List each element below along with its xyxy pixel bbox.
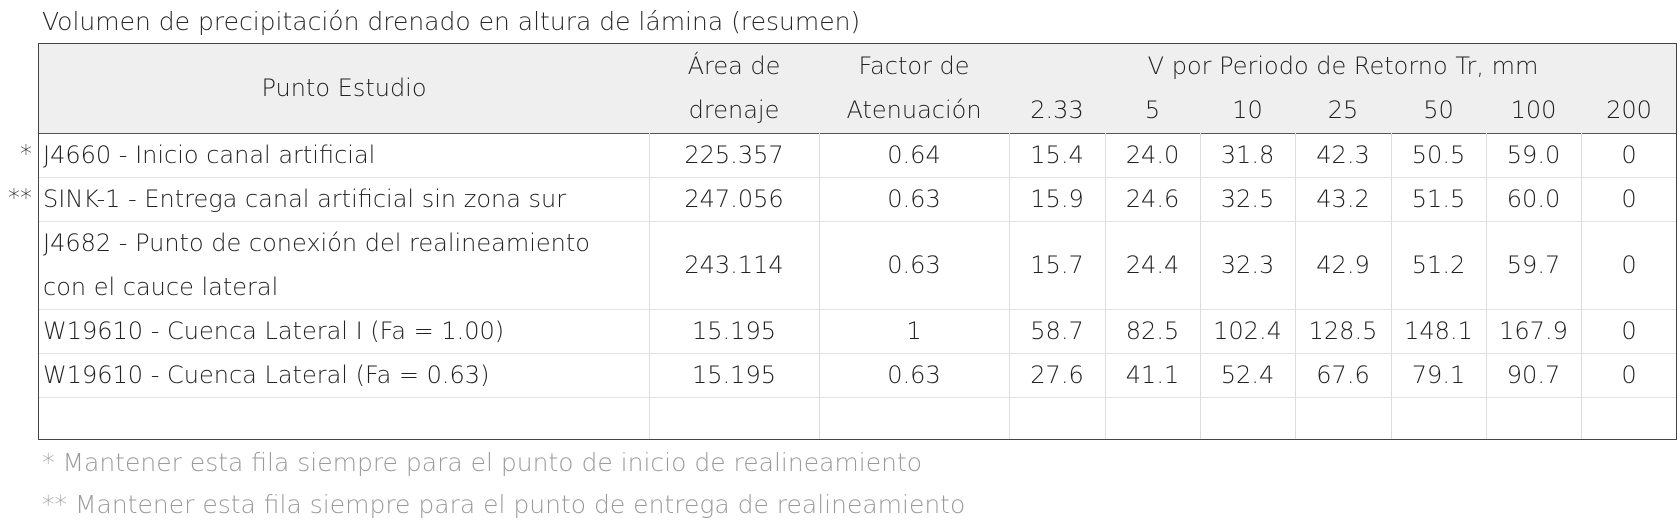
- row-v-5: 41.1: [1125, 361, 1180, 389]
- row-v-200: 0: [1621, 185, 1637, 213]
- header-band: [39, 44, 1676, 134]
- header-tr-5: 5: [1144, 96, 1161, 124]
- row-v-200: 0: [1621, 251, 1637, 279]
- data-table: Punto Estudio Área de drenaje Factor de …: [38, 43, 1677, 440]
- row-v-50: 51.2: [1411, 251, 1466, 279]
- row-v-2-33: 58.7: [1030, 317, 1084, 345]
- header-factor-line2: Atenuación: [846, 96, 982, 124]
- header-factor-line1: Factor de: [858, 52, 970, 80]
- header-punto: Punto Estudio: [261, 74, 427, 102]
- header-tr-25: 25: [1327, 96, 1359, 124]
- row-v-2-33: 15.4: [1030, 141, 1084, 169]
- header-tr-50: 50: [1423, 96, 1454, 124]
- row-v-10: 102.4: [1213, 317, 1282, 345]
- header-area-line1: Área de: [687, 52, 781, 80]
- row-v-10: 32.5: [1220, 185, 1275, 213]
- row-v-10: 52.4: [1220, 361, 1275, 389]
- footnote-inicio: * Mantener esta fila siempre para el pun…: [42, 448, 923, 477]
- header-tr-2-33: 2.33: [1030, 96, 1084, 124]
- row-marker: **: [8, 184, 32, 212]
- row-area: 225.357: [684, 141, 784, 169]
- row-v-5: 82.5: [1125, 317, 1180, 345]
- row-v-25: 42.9: [1316, 251, 1370, 279]
- row-v-100: 90.7: [1506, 361, 1561, 389]
- row-punto: J4660 - Inicio canal artificial: [43, 141, 376, 169]
- row-v-25: 67.6: [1316, 361, 1370, 389]
- row-v-5: 24.0: [1125, 141, 1180, 169]
- row-v-50: 50.5: [1411, 141, 1466, 169]
- row-v-100: 59.7: [1506, 251, 1561, 279]
- row-factor: 0.63: [887, 251, 941, 279]
- row-v-5: 24.6: [1125, 185, 1180, 213]
- row-punto: W19610 - Cuenca Lateral I (Fa = 1.00): [43, 317, 505, 345]
- row-v-10: 31.8: [1220, 141, 1275, 169]
- row-v-100: 59.0: [1506, 141, 1561, 169]
- row-v-25: 128.5: [1308, 317, 1378, 345]
- header-tr-100: 100: [1510, 96, 1557, 124]
- row-punto-line1: J4682 - Punto de conexión del realineami…: [43, 229, 590, 257]
- row-punto: SINK-1 - Entrega canal artificial sin zo…: [43, 185, 567, 213]
- row-factor: 0.63: [887, 185, 941, 213]
- row-punto: W19610 - Cuenca Lateral (Fa = 0.63): [43, 361, 490, 389]
- row-area: 243.114: [684, 251, 784, 279]
- row-v-25: 43.2: [1316, 185, 1370, 213]
- row-factor: 1: [906, 317, 922, 345]
- row-v-100: 60.0: [1506, 185, 1561, 213]
- row-v-200: 0: [1621, 361, 1637, 389]
- header-tr-10: 10: [1232, 96, 1263, 124]
- row-v-50: 51.5: [1411, 185, 1466, 213]
- row-v-100: 167.9: [1499, 317, 1568, 345]
- footnote-entrega: ** Mantener esta fila siempre para el pu…: [42, 490, 966, 519]
- row-area: 15.195: [692, 361, 776, 389]
- row-area: 247.056: [684, 185, 784, 213]
- row-v-10: 32.3: [1220, 251, 1275, 279]
- row-v-2-33: 15.9: [1030, 185, 1084, 213]
- row-factor: 0.64: [887, 141, 941, 169]
- row-v-2-33: 27.6: [1030, 361, 1084, 389]
- row-v-50: 148.1: [1404, 317, 1473, 345]
- header-tr-200: 200: [1606, 96, 1652, 124]
- row-marker: *: [20, 140, 32, 168]
- row-v-200: 0: [1621, 317, 1637, 345]
- row-punto-line2: con el cauce lateral: [43, 273, 279, 301]
- row-v-2-33: 15.7: [1030, 251, 1084, 279]
- row-v-25: 42.3: [1316, 141, 1370, 169]
- header-area-line2: drenaje: [688, 96, 780, 124]
- row-factor: 0.63: [887, 361, 941, 389]
- row-v-50: 79.1: [1411, 361, 1466, 389]
- table-title: Volumen de precipitación drenado en altu…: [42, 7, 861, 36]
- row-v-200: 0: [1621, 141, 1637, 169]
- header-tr-group: V por Periodo de Retorno Tr, mm: [1147, 52, 1539, 80]
- row-v-5: 24.4: [1125, 251, 1180, 279]
- row-area: 15.195: [692, 317, 776, 345]
